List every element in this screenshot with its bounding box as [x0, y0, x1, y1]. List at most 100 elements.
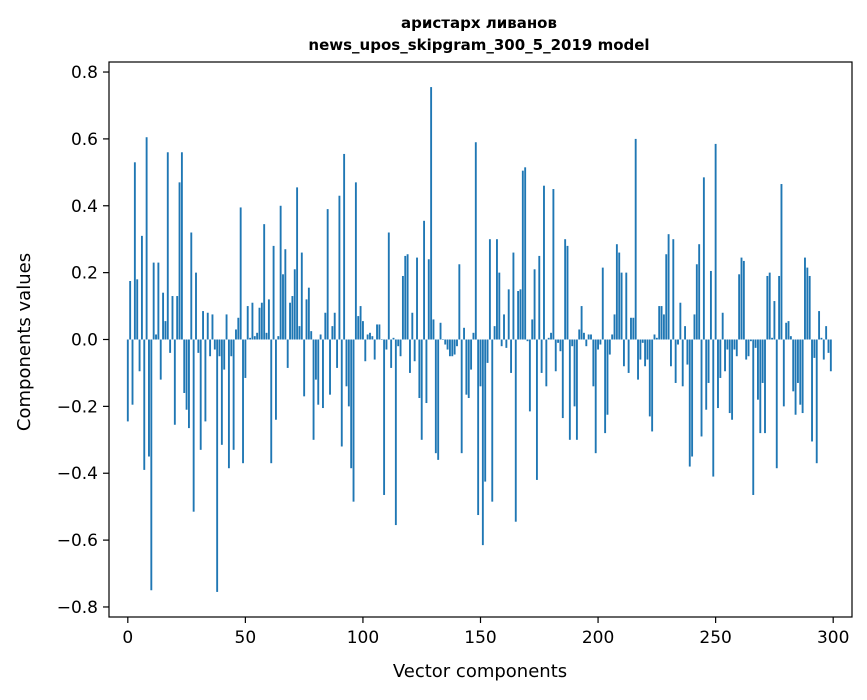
bar [759, 339, 762, 434]
chart-subtitle: news_upos_skipgram_300_5_2019 model [308, 36, 649, 54]
bar [550, 332, 552, 340]
bar [799, 339, 802, 405]
bar [510, 339, 513, 373]
bar [618, 252, 621, 340]
bar [764, 339, 766, 434]
bar [420, 339, 423, 440]
bar [286, 339, 289, 368]
bar [749, 339, 752, 342]
bar [829, 339, 832, 372]
bar [599, 339, 602, 345]
bar [232, 339, 235, 450]
bar [371, 336, 374, 340]
bar [284, 249, 287, 340]
bar [404, 255, 407, 340]
bar [493, 326, 496, 340]
bar [425, 339, 428, 404]
bar [486, 339, 489, 363]
bar [707, 339, 710, 383]
bar [700, 339, 703, 437]
bar [314, 339, 317, 380]
bar [724, 339, 726, 372]
bar [465, 339, 468, 395]
bars-group [126, 87, 832, 592]
bar [554, 339, 557, 372]
bar [691, 339, 694, 457]
bar [721, 312, 724, 340]
bar [670, 339, 672, 367]
bar [827, 339, 830, 353]
bar [390, 339, 393, 368]
bar [162, 292, 165, 340]
bar [585, 339, 588, 347]
bar [300, 252, 303, 340]
bar [211, 314, 214, 340]
bar [726, 339, 729, 350]
bar [312, 339, 315, 440]
bar [378, 324, 381, 340]
bar [220, 339, 223, 445]
bar [385, 339, 388, 350]
bar [307, 287, 310, 340]
bar [145, 137, 148, 340]
bar [768, 272, 771, 340]
bar [479, 339, 482, 387]
bar [333, 312, 336, 340]
bar [411, 312, 414, 340]
bar [197, 339, 200, 353]
bar [199, 339, 202, 450]
bar [543, 185, 545, 340]
bar [409, 339, 411, 373]
bar [474, 142, 477, 340]
bar [740, 257, 743, 340]
bar [448, 339, 451, 357]
bar [477, 339, 480, 516]
bar [655, 337, 658, 340]
bar [613, 314, 616, 340]
bar [216, 339, 219, 592]
bar [331, 326, 334, 340]
bar [444, 339, 447, 345]
bar [752, 339, 755, 495]
y-tick-label: −0.8 [57, 598, 98, 618]
bar [695, 264, 698, 340]
bar [491, 339, 494, 502]
bar [693, 314, 696, 340]
bar [801, 339, 804, 414]
bar [583, 332, 585, 340]
bar [575, 339, 578, 440]
bar [648, 339, 651, 417]
bar [646, 339, 649, 360]
bar [138, 339, 141, 372]
x-tick-label: 250 [699, 628, 731, 648]
bar [637, 339, 639, 380]
bar [239, 207, 242, 340]
bar [249, 337, 252, 340]
bar [705, 339, 708, 410]
bar [380, 339, 383, 340]
bar [289, 302, 291, 340]
bar [282, 274, 284, 340]
bar [350, 339, 353, 469]
bar [453, 339, 456, 355]
bar [719, 339, 722, 378]
bar [204, 339, 207, 422]
bar [571, 339, 574, 347]
bar [357, 316, 360, 340]
bar [131, 339, 134, 405]
bar [608, 339, 611, 355]
bar [258, 307, 261, 340]
bar [305, 299, 308, 340]
y-tick-label: 0.2 [71, 264, 98, 284]
bar [376, 324, 378, 340]
bar [771, 337, 773, 340]
bar [180, 152, 183, 340]
bar [587, 334, 590, 340]
bar [561, 339, 564, 419]
bar [359, 306, 362, 340]
bar [533, 269, 536, 340]
x-tick-label: 300 [817, 628, 849, 648]
bar [192, 339, 195, 512]
bar [813, 339, 816, 358]
